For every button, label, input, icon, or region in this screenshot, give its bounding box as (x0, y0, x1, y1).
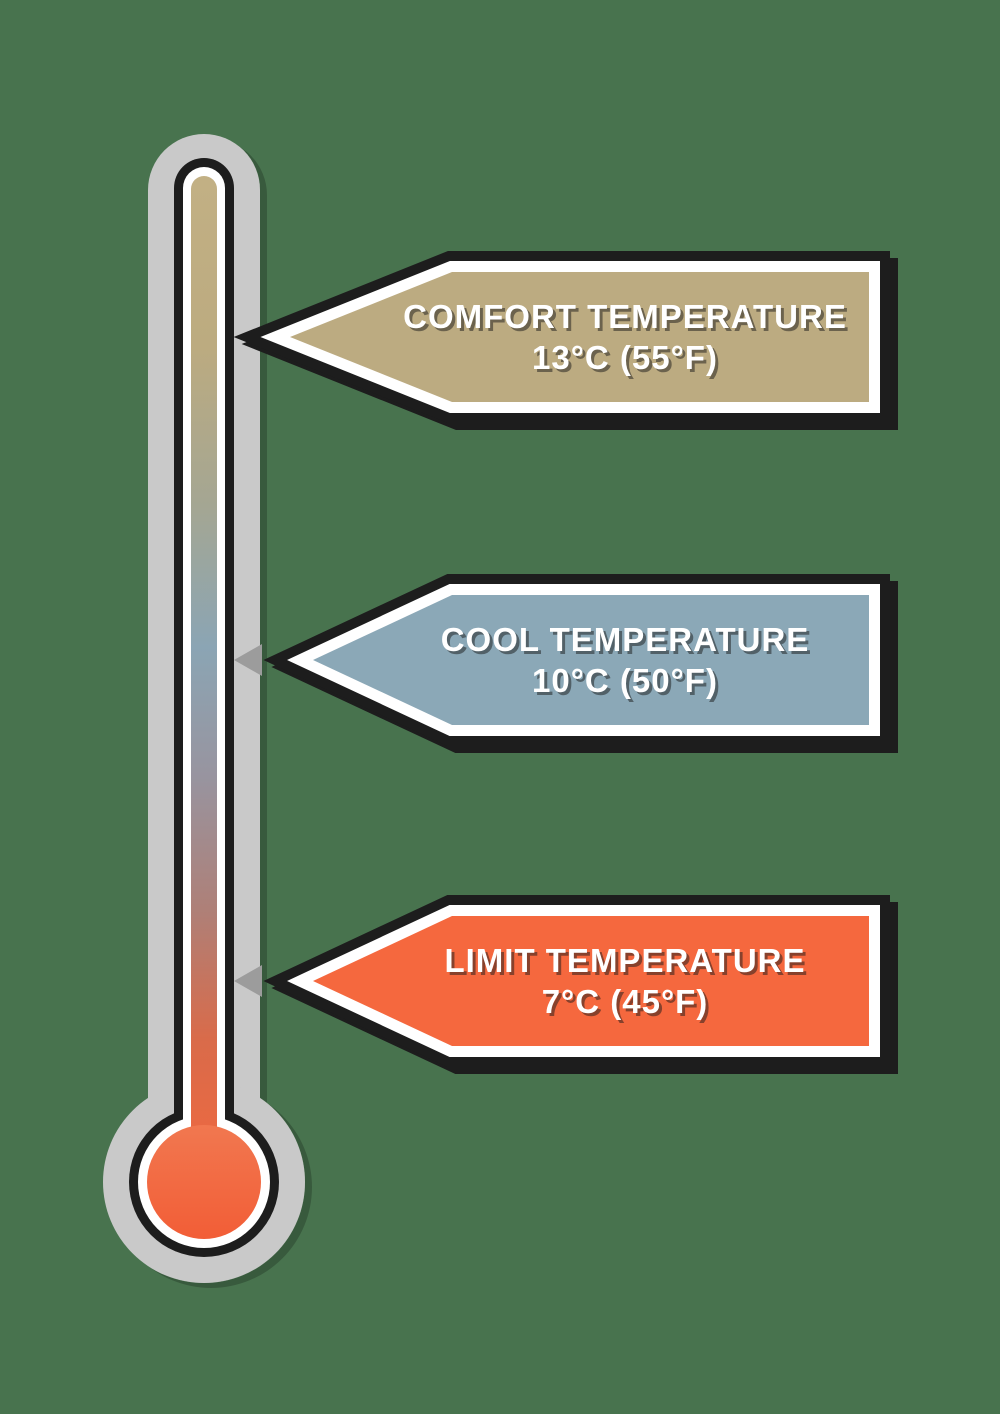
banner-cool-label: COOL TEMPERATURE 10°C (50°F) (360, 619, 890, 701)
banner-cool-fill (313, 595, 869, 725)
thermometer-fluid (191, 176, 217, 1182)
pointer-tick-cool (234, 644, 262, 676)
banner-limit-title: LIMIT TEMPERATURE (444, 942, 806, 979)
banner-cool (263, 574, 898, 753)
banner-comfort-label: COMFORT TEMPERATURE 13°C (55°F) (360, 296, 890, 378)
banner-comfort (233, 251, 898, 430)
bulb-fill (147, 1125, 261, 1239)
pointer-tick-limit (234, 965, 262, 997)
banner-comfort-temperature: 13°C (55°F) (532, 339, 718, 376)
banner-cool-title: COOL TEMPERATURE (440, 621, 810, 658)
banner-limit-fill (313, 916, 869, 1046)
banner-cool-temperature: 10°C (50°F) (532, 662, 718, 699)
banner-comfort-fill (290, 272, 869, 402)
banner-limit (263, 895, 898, 1074)
banner-limit-label: LIMIT TEMPERATURE 7°C (45°F) (360, 940, 890, 1022)
banner-comfort-title: COMFORT TEMPERATURE (403, 298, 847, 335)
banner-limit-temperature: 7°C (45°F) (541, 983, 709, 1020)
